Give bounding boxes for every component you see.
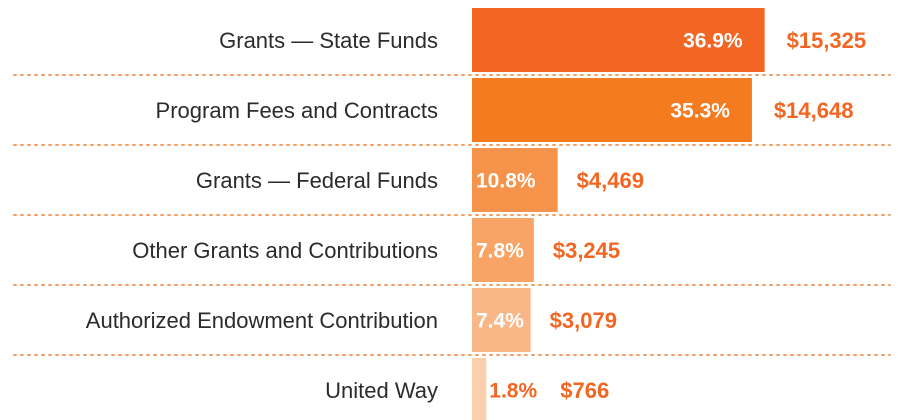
bar	[472, 218, 534, 282]
category-label: Grants — State Funds	[219, 28, 438, 53]
category-label: Authorized Endowment Contribution	[86, 308, 438, 333]
bar	[472, 8, 765, 72]
category-label: Program Fees and Contracts	[156, 98, 438, 123]
percent-label: 36.9%	[683, 30, 743, 53]
category-label: United Way	[325, 378, 438, 403]
bar	[472, 358, 487, 420]
percent-label: 7.8%	[476, 240, 524, 263]
percent-label: 35.3%	[670, 100, 730, 123]
amount-label: $4,469	[577, 168, 644, 193]
category-label: Grants — Federal Funds	[196, 168, 438, 193]
amount-label: $15,325	[787, 28, 867, 53]
bar	[472, 288, 531, 352]
category-label: Other Grants and Contributions	[132, 238, 438, 263]
bar	[472, 148, 558, 212]
amount-label: $3,079	[550, 308, 617, 333]
amount-label: $3,245	[553, 238, 620, 263]
bar	[472, 78, 752, 142]
percent-label: 10.8%	[476, 170, 536, 193]
amount-label: $766	[560, 378, 609, 403]
percent-label: 7.4%	[476, 310, 524, 333]
percent-label: 1.8%	[489, 380, 537, 403]
amount-label: $14,648	[774, 98, 854, 123]
